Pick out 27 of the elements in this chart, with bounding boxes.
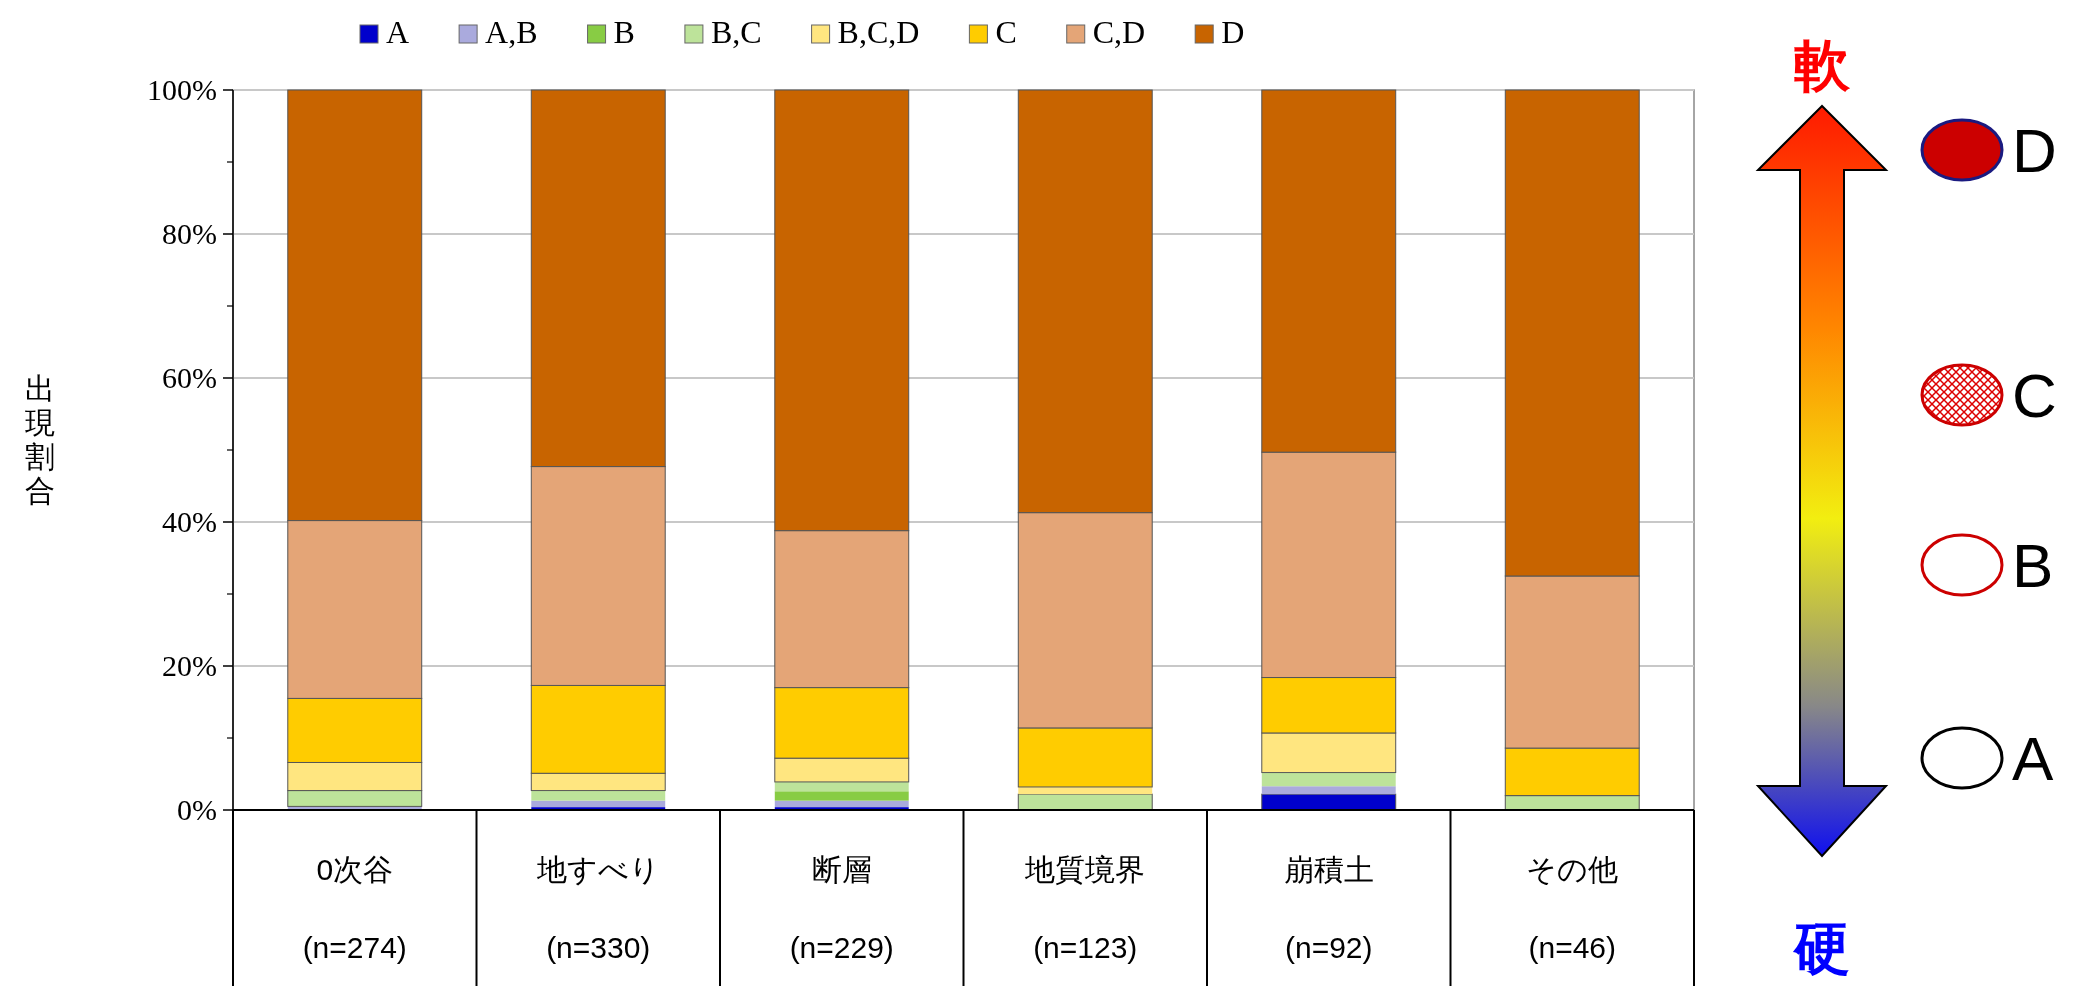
category-label: 地質境界 (n=123) [1025, 853, 1146, 964]
text: 硬 [1792, 917, 1850, 980]
legend-label: C,D [1092, 14, 1146, 50]
y-tick-label: 80% [162, 217, 217, 250]
category-label: 崩積土 (n=92) [1283, 853, 1374, 964]
y-tick-label: 40% [162, 505, 217, 538]
legend-label: B,C,D [837, 14, 920, 50]
category-label: 0次谷 (n=274) [302, 853, 407, 964]
y-tick-label: 100% [147, 73, 217, 106]
category-label: 地すべり (n=330) [536, 853, 660, 964]
text: C [2012, 361, 2057, 430]
legend-label: D [1221, 14, 1245, 50]
legend-label: A,B [485, 14, 538, 50]
y-axis-title: 出現割合 [25, 372, 55, 507]
text: A [2012, 724, 2054, 793]
y-tick-label: 0% [177, 793, 217, 826]
legend-label: C [995, 14, 1017, 50]
y-tick-label: 60% [162, 361, 217, 394]
category-label: 断層 (n=229) [789, 853, 894, 964]
y-tick-label: 20% [162, 649, 217, 682]
legend-label: B [613, 14, 635, 50]
text: 軟 [1794, 34, 1851, 97]
category-label: その他 (n=46) [1526, 853, 1619, 964]
legend-label: B,C [710, 14, 762, 50]
text: B [2012, 531, 2054, 600]
text: D [2012, 116, 2057, 185]
legend-label: A [386, 14, 410, 50]
